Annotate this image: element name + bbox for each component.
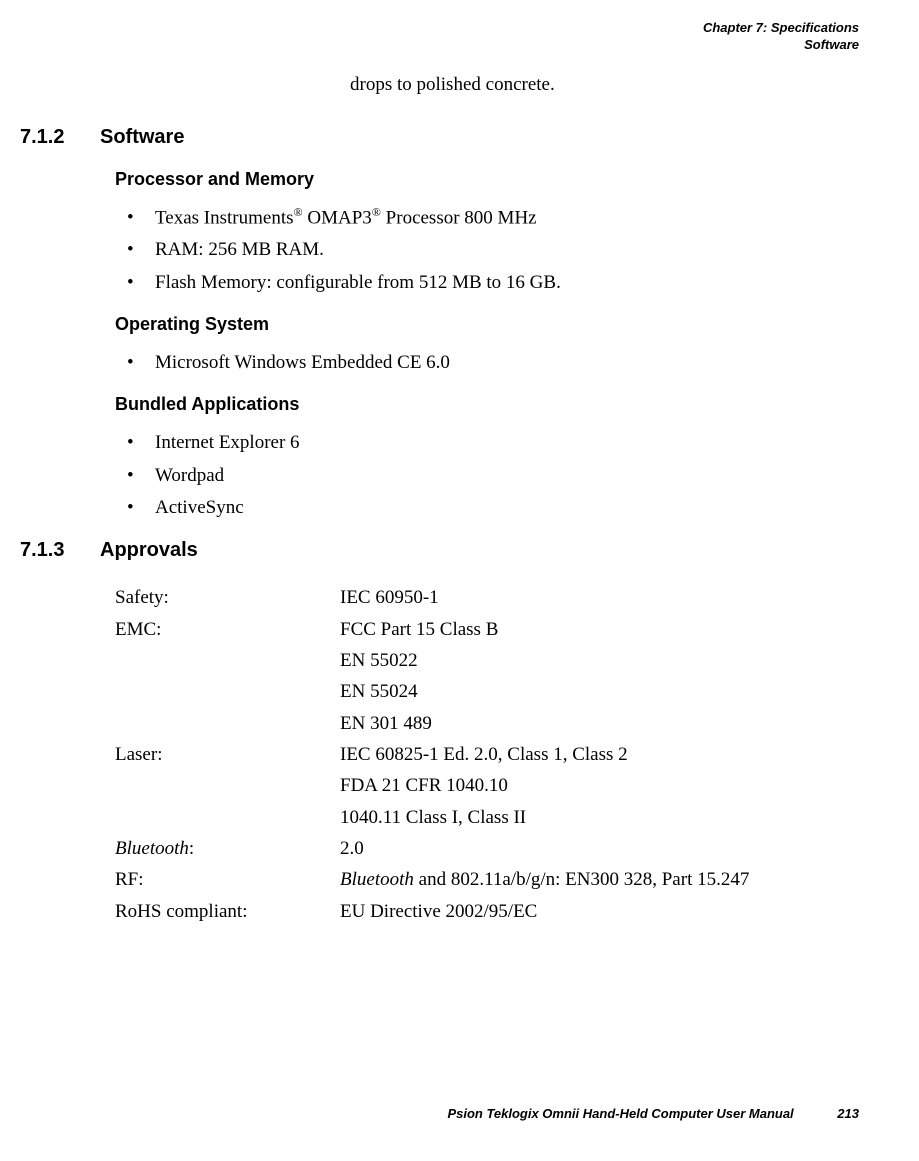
section-number: 7.1.2 xyxy=(20,126,100,149)
approvals-row-laser: FDA 21 CFR 1040.10 xyxy=(115,770,859,801)
list-item: Internet Explorer 6 xyxy=(115,427,859,459)
approvals-label: Laser: xyxy=(115,739,340,770)
approvals-label xyxy=(115,676,340,707)
list-item: ActiveSync xyxy=(115,492,859,524)
approvals-value: EU Directive 2002/95/EC xyxy=(340,896,859,927)
approvals-value: EN 55024 xyxy=(340,676,859,707)
approvals-row-emc: EN 55024 xyxy=(115,676,859,707)
subsection-operating-system: Operating System xyxy=(115,314,859,335)
approvals-row-safety: Safety: IEC 60950-1 xyxy=(115,582,859,613)
section-heading-software: 7.1.2 Software xyxy=(20,126,859,149)
approvals-value: 2.0 xyxy=(340,833,859,864)
software-content: Processor and Memory Texas Instruments® … xyxy=(115,169,859,524)
bundled-apps-list: Internet Explorer 6 Wordpad ActiveSync xyxy=(115,427,859,524)
footer-text: Psion Teklogix Omnii Hand-Held Computer … xyxy=(447,1106,793,1121)
list-item: RAM: 256 MB RAM. xyxy=(115,234,859,266)
approvals-value: EN 55022 xyxy=(340,645,859,676)
approvals-row-emc: EMC: FCC Part 15 Class B xyxy=(115,614,859,645)
list-item: Flash Memory: configurable from 512 MB t… xyxy=(115,267,859,299)
section-title: Software xyxy=(100,126,184,149)
approvals-label: RF: xyxy=(115,864,340,895)
subsection-bundled-apps: Bundled Applications xyxy=(115,394,859,415)
approvals-value: EN 301 489 xyxy=(340,708,859,739)
continuation-text: drops to polished concrete. xyxy=(350,74,859,96)
approvals-row-bluetooth: Bluetooth: 2.0 xyxy=(115,833,859,864)
section-heading-approvals: 7.1.3 Approvals xyxy=(20,539,859,562)
operating-system-list: Microsoft Windows Embedded CE 6.0 xyxy=(115,347,859,379)
approvals-label xyxy=(115,802,340,833)
approvals-value: Bluetooth and 802.11a/b/g/n: EN300 328, … xyxy=(340,864,859,895)
approvals-label xyxy=(115,645,340,676)
approvals-row-emc: EN 55022 xyxy=(115,645,859,676)
processor-memory-list: Texas Instruments® OMAP3® Processor 800 … xyxy=(115,202,859,299)
approvals-label: Bluetooth: xyxy=(115,833,340,864)
approvals-content: Safety: IEC 60950-1 EMC: FCC Part 15 Cla… xyxy=(115,582,859,927)
approvals-value: IEC 60825-1 Ed. 2.0, Class 1, Class 2 xyxy=(340,739,859,770)
approvals-row-laser: 1040.11 Class I, Class II xyxy=(115,802,859,833)
approvals-value: 1040.11 Class I, Class II xyxy=(340,802,859,833)
approvals-label xyxy=(115,708,340,739)
approvals-label: EMC: xyxy=(115,614,340,645)
approvals-label: Safety: xyxy=(115,582,340,613)
approvals-value: FCC Part 15 Class B xyxy=(340,614,859,645)
footer-page-number: 213 xyxy=(837,1106,859,1121)
approvals-label xyxy=(115,770,340,801)
approvals-row-laser: Laser: IEC 60825-1 Ed. 2.0, Class 1, Cla… xyxy=(115,739,859,770)
header-chapter: Chapter 7: Specifications xyxy=(20,20,859,37)
list-item: Microsoft Windows Embedded CE 6.0 xyxy=(115,347,859,379)
subsection-processor-memory: Processor and Memory xyxy=(115,169,859,190)
page-footer: Psion Teklogix Omnii Hand-Held Computer … xyxy=(447,1106,859,1121)
section-number: 7.1.3 xyxy=(20,539,100,562)
approvals-value: IEC 60950-1 xyxy=(340,582,859,613)
approvals-row-emc: EN 301 489 xyxy=(115,708,859,739)
approvals-label: RoHS compliant: xyxy=(115,896,340,927)
list-item: Texas Instruments® OMAP3® Processor 800 … xyxy=(115,202,859,235)
section-title: Approvals xyxy=(100,539,198,562)
approvals-row-rf: RF: Bluetooth and 802.11a/b/g/n: EN300 3… xyxy=(115,864,859,895)
page-header: Chapter 7: Specifications Software xyxy=(20,20,859,54)
header-section: Software xyxy=(20,37,859,54)
approvals-value: FDA 21 CFR 1040.10 xyxy=(340,770,859,801)
approvals-row-rohs: RoHS compliant: EU Directive 2002/95/EC xyxy=(115,896,859,927)
list-item: Wordpad xyxy=(115,460,859,492)
